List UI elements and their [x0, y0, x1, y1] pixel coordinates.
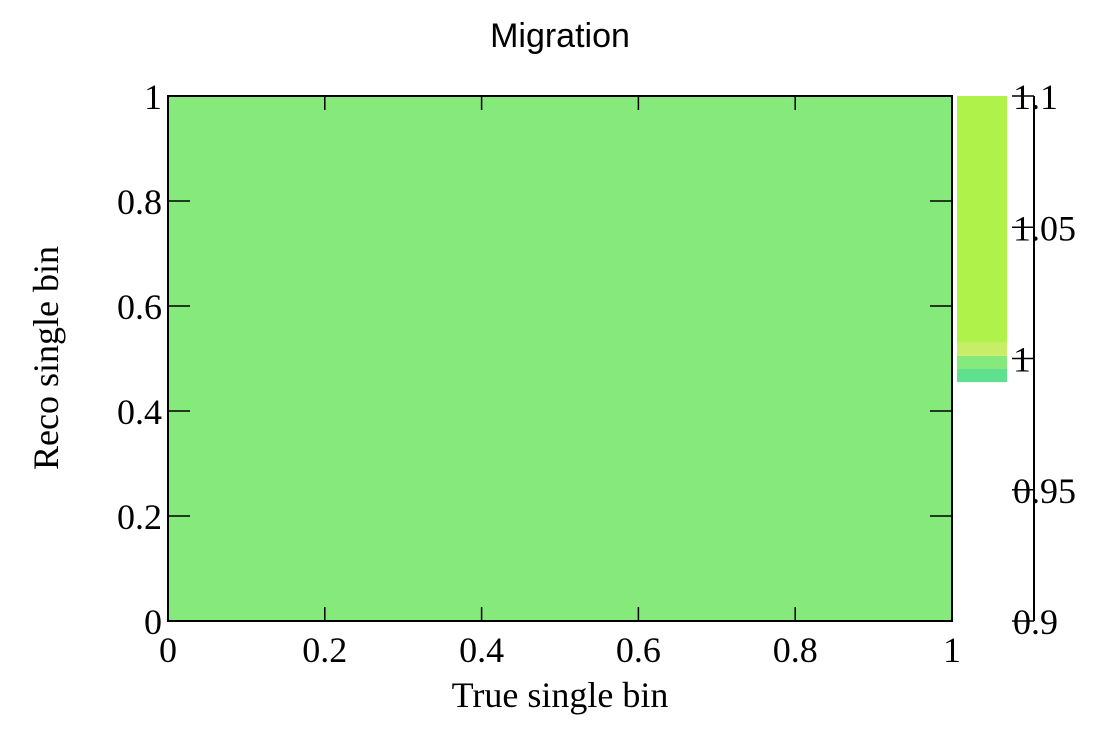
colorbar-segment-3	[957, 96, 1007, 343]
x-tick-label: 0.4	[459, 630, 504, 670]
x-tick-label: 0.8	[773, 630, 818, 670]
x-tick-label: 0.2	[302, 630, 347, 670]
colorbar-segment-1	[957, 355, 1007, 369]
colorbar: 0.9 0.95 1 1.05 1.1	[957, 77, 1076, 642]
y-tick-label: 0.4	[117, 392, 162, 432]
plot-frame	[167, 95, 953, 622]
plot-area: 0 0.2 0.4 0.6 0.8 1 0 0.2 0.4 0.6 0.8 1	[117, 77, 961, 670]
colorbar-tick-label: 1	[1013, 340, 1031, 380]
colorbar-segment-0	[957, 369, 1007, 383]
x-tick-label: 0.6	[616, 630, 661, 670]
x-tick-label: 1	[943, 630, 961, 670]
y-axis-label: Reco single bin	[26, 246, 66, 470]
x-tick-label: 0	[159, 630, 177, 670]
y-tick-label: 0.2	[117, 497, 162, 537]
y-tick-label: 0.6	[117, 287, 162, 327]
heatmap-cell-0	[168, 96, 952, 621]
chart-title: Migration	[490, 17, 630, 55]
colorbar-segment-2	[957, 342, 1007, 356]
colorbar-tick-label: 1.1	[1013, 77, 1058, 117]
y-tick-label: 1	[144, 77, 162, 117]
y-tick-label: 0	[144, 602, 162, 642]
y-tick-label: 0.8	[117, 182, 162, 222]
colorbar-tick-label: 1.05	[1013, 208, 1076, 248]
x-axis-label: True single bin	[452, 675, 669, 715]
colorbar-tick-label: 0.95	[1013, 471, 1076, 511]
colorbar-tick-label: 0.9	[1013, 602, 1058, 642]
